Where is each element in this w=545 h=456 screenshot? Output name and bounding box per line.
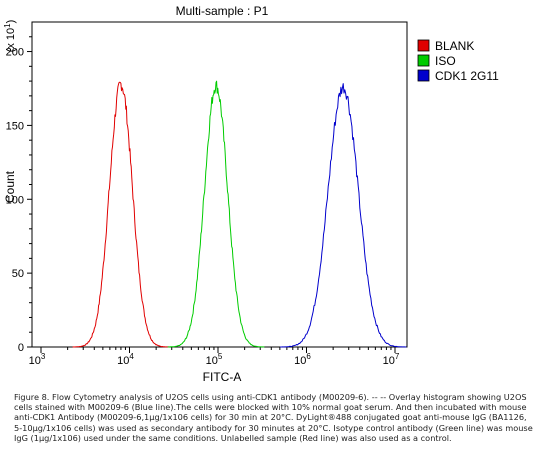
y-tick-label: 0 (18, 342, 24, 354)
x-axis-title: FITC-A (203, 370, 242, 384)
x-tick-exp: 5 (218, 352, 223, 361)
x-tick-base: 10 (206, 355, 218, 367)
legend-swatch (417, 39, 430, 52)
y-axis-multiplier-suffix: ) (5, 20, 17, 24)
x-tick-base: 10 (29, 355, 41, 367)
y-tick-label: 200 (6, 47, 24, 59)
figure-caption: Figure 8. Flow Cytometry analysis of U2O… (14, 392, 533, 443)
chart-title: Multi-sample : P1 (176, 4, 269, 18)
y-tick-label: 100 (6, 194, 24, 206)
series-line-2 (167, 80, 265, 348)
x-tick-label: 104 (117, 352, 134, 367)
series-lines (72, 80, 407, 348)
y-axis-title: Count (3, 170, 17, 203)
x-tick-label: 105 (206, 352, 223, 367)
plot-frame (31, 21, 408, 348)
series-line-1 (72, 81, 170, 348)
x-tick-base: 10 (117, 355, 129, 367)
y-tick-label: 150 (6, 120, 24, 132)
flow-histogram-chart: Multi-sample : P1 Count (x 101) FITC-A 0… (3, 4, 499, 384)
y-axis-multiplier-exp: 1 (3, 23, 12, 28)
x-tick-exp: 3 (41, 352, 46, 361)
x-tick-exp: 7 (395, 352, 400, 361)
x-tick-label: 107 (383, 352, 400, 367)
x-tick-base: 10 (383, 355, 395, 367)
legend-swatch (417, 54, 430, 67)
legend-label: BLANK (435, 39, 474, 53)
legend-label: ISO (435, 54, 456, 68)
y-axis-multiplier: (x 101) (3, 20, 17, 53)
x-tick-label: 103 (29, 352, 46, 367)
y-tick-label: 50 (12, 268, 24, 280)
legend-label: CDK1 2G11 (435, 69, 499, 83)
x-tick-label: 106 (294, 352, 311, 367)
series-line-3 (280, 83, 407, 348)
x-tick-exp: 6 (306, 352, 311, 361)
y-axis-multiplier-prefix: (x 10 (5, 28, 17, 52)
x-tick-base: 10 (294, 355, 306, 367)
legend-swatch (417, 69, 430, 82)
x-tick-exp: 4 (129, 352, 134, 361)
y-axis-label: Count (3, 170, 17, 203)
